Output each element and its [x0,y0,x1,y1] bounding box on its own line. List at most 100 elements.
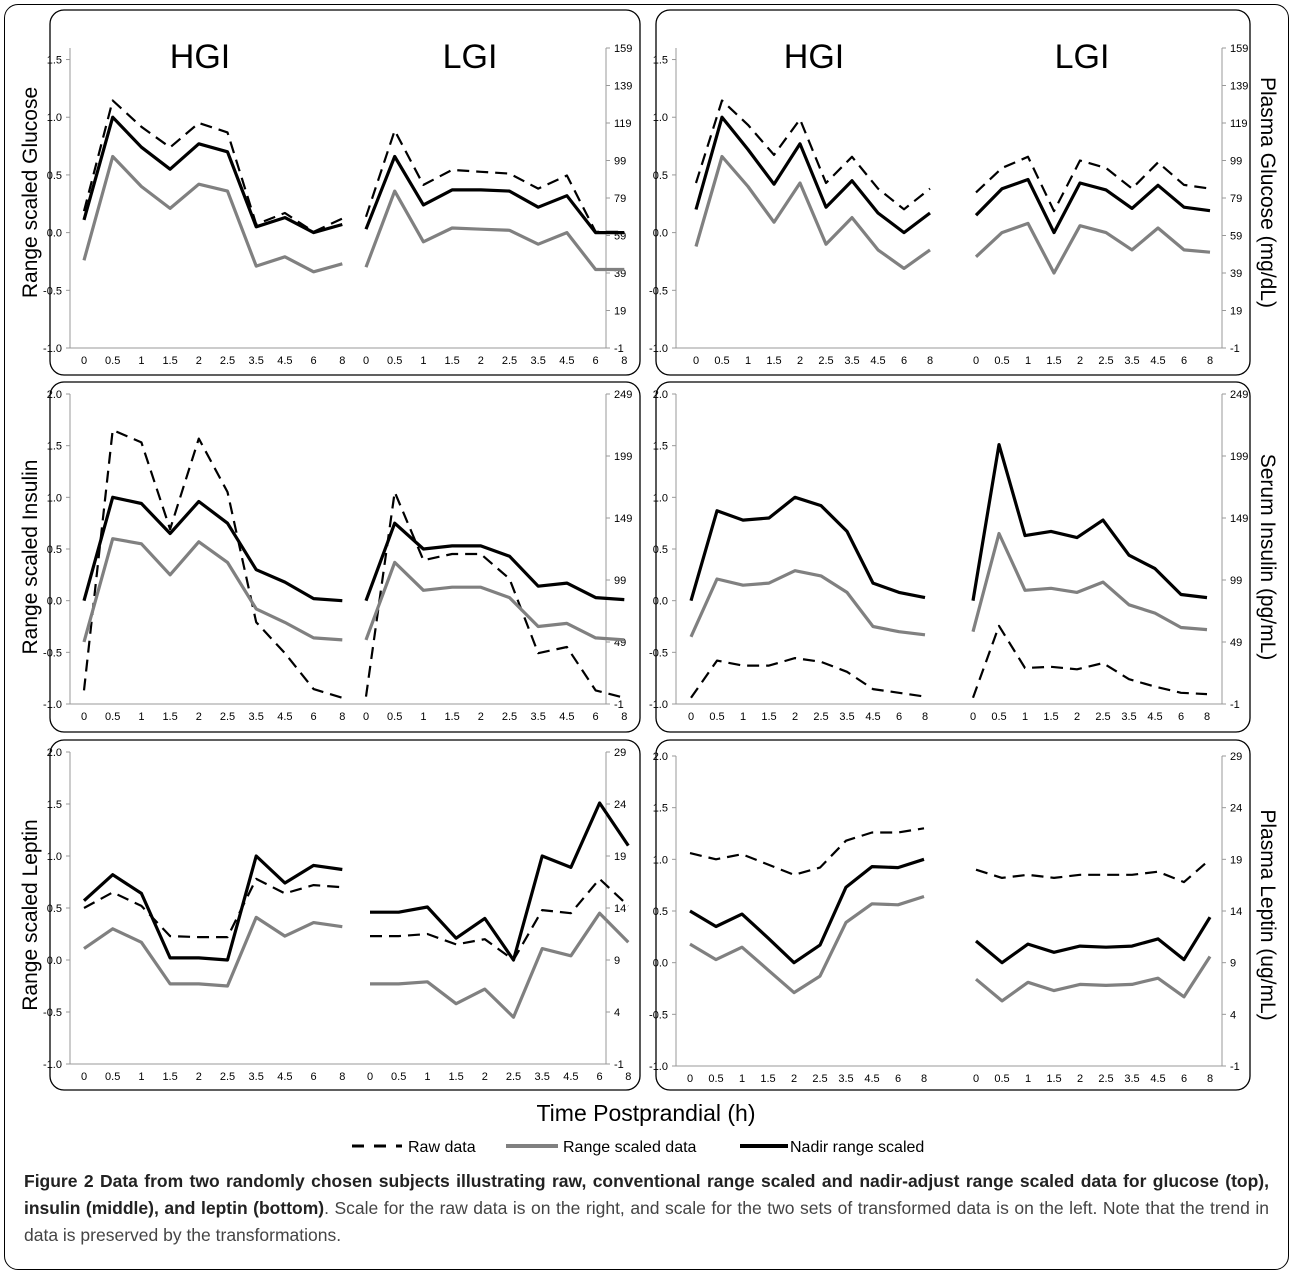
right-tick-label: 99 [1230,156,1242,168]
x-tick-label: 3.5 [249,711,264,723]
x-tick-label: 2 [1074,711,1080,723]
right-tick-label: 24 [614,799,626,811]
x-tick-label: 0.5 [391,1071,406,1083]
series-line-range-scaled-data [83,915,343,988]
x-tick-label: 6 [597,1071,603,1083]
x-tick-label: 3.5 [531,711,546,723]
left-tick-label: 1.0 [653,112,668,124]
x-tick-label: 1 [1022,711,1028,723]
series-line-nadir-range-scaled [82,854,343,962]
left-tick-label: 1.5 [653,803,668,815]
group-title: LGI [1055,38,1110,76]
x-tick-label: 1.5 [761,711,776,723]
x-tick-label: 0 [81,355,87,367]
series-line-raw-data [975,155,1211,213]
y-axis-label-right: Plasma Glucose (mg/dL) [1256,77,1279,308]
x-tick-label: 4.5 [1150,1073,1165,1085]
x-tick-label: 2 [478,711,484,723]
x-tick-label: 1.5 [444,711,459,723]
x-tick-label: 0 [688,711,694,723]
left-tick-label: -0.5 [43,647,62,659]
legend: Raw data Range scaled data Nadir range sca… [352,1139,924,1156]
right-tick-label: -1 [1230,343,1240,355]
x-tick-label: 0.5 [994,355,1009,367]
leptin-subject-1: -1.0 -0.5 0.0 0.5 1.0 1.5 2.0 -1 4 9 14 19 24 29 0 0.5 1… [19,739,641,1091]
x-tick-label: 0.5 [105,355,120,367]
x-tick-label: 8 [339,711,345,723]
right-tick-label: 149 [614,513,632,525]
left-tick-label: 0.5 [47,170,62,182]
x-tick-label: 4.5 [870,355,885,367]
left-tick-label: -0.5 [649,285,668,297]
right-tick-label: 24 [1230,803,1242,815]
x-tick-label: 3.5 [1124,1073,1139,1085]
x-tick-label: 0 [687,1073,693,1085]
right-tick-label: 39 [1230,268,1242,280]
x-tick-label: 1.5 [162,355,177,367]
left-tick-label: -1.0 [649,1061,668,1073]
series-line-nadir-range-scaled [974,177,1211,235]
legend-label: Raw data [408,1139,476,1156]
group-title: HGI [170,38,230,76]
left-tick-label: 0.0 [653,958,668,970]
x-tick-label: 1 [138,355,144,367]
x-tick-label: 4.5 [277,1071,292,1083]
x-tick-label: 0.5 [709,711,724,723]
right-tick-label: -1 [614,1059,624,1071]
left-tick-label: 0.5 [653,906,668,918]
x-tick-label: 4.5 [1147,711,1162,723]
right-tick-label: 9 [614,955,620,967]
series-line-nadir-range-scaled [82,115,343,235]
panel-frame [655,9,1251,376]
left-tick-label: -0.5 [649,647,668,659]
left-tick-label: 0.0 [653,228,668,240]
x-tick-label: 6 [901,355,907,367]
left-tick-label: 1.5 [47,55,62,67]
left-tick-label: 0.5 [653,170,668,182]
series-line-raw-data [975,858,1211,884]
x-tick-label: 0 [81,1071,87,1083]
x-tick-label: 6 [1181,1073,1187,1085]
x-tick-label: 0.5 [105,711,120,723]
x-tick-label: 8 [625,1071,631,1083]
series-line-raw-data [689,827,925,876]
x-tick-label: 2 [196,355,202,367]
series-line-range-scaled-data [82,537,343,643]
left-tick-label: 0.5 [47,544,62,556]
left-tick-label: 1.0 [47,492,62,504]
x-tick-label: 0.5 [387,355,402,367]
left-tick-label: -0.5 [43,1007,62,1019]
series-line-nadir-range-scaled [364,154,625,235]
right-tick-label: 159 [1230,43,1248,55]
right-tick-label: 19 [614,306,626,318]
x-tick-label: 1.5 [1046,355,1061,367]
x-tick-label: 1 [745,355,751,367]
x-tick-label: 1 [138,1071,144,1083]
x-tick-label: 1.5 [444,355,459,367]
x-tick-label: 0 [367,1071,373,1083]
x-tick-label: 4.5 [277,711,292,723]
series-line-nadir-range-scaled [694,115,931,235]
x-axis-title: Time Postprandial (h) [536,1100,755,1126]
panel-frame [49,739,641,1091]
x-tick-label: 8 [927,355,933,367]
x-tick-label: 0.5 [708,1073,723,1085]
x-tick-label: 0 [970,711,976,723]
x-tick-label: 2 [1077,1073,1083,1085]
right-tick-label: 119 [1230,118,1248,130]
right-tick-label: 79 [1230,193,1242,205]
x-tick-label: 8 [1207,355,1213,367]
x-tick-label: 8 [921,1073,927,1085]
x-tick-label: 2.5 [813,711,828,723]
right-tick-label: 19 [1230,854,1242,866]
x-tick-label: 0.5 [714,355,729,367]
x-tick-label: 2 [482,1071,488,1083]
series-line-nadir-range-scaled [971,443,1208,601]
leptin-subject-2: -1.0 -0.5 0.0 0.5 1.0 1.5 2.0 -1 4 9 14 19 24 29 0 0.5 1… [649,739,1279,1091]
y-axis-label-right: Serum Insulin (pg/mL) [1256,454,1279,661]
right-tick-label: 9 [1230,958,1236,970]
x-tick-label: 2 [792,711,798,723]
panel-frame [655,381,1251,733]
right-tick-label: -1 [1230,1061,1240,1073]
right-tick-label: 19 [1230,306,1242,318]
